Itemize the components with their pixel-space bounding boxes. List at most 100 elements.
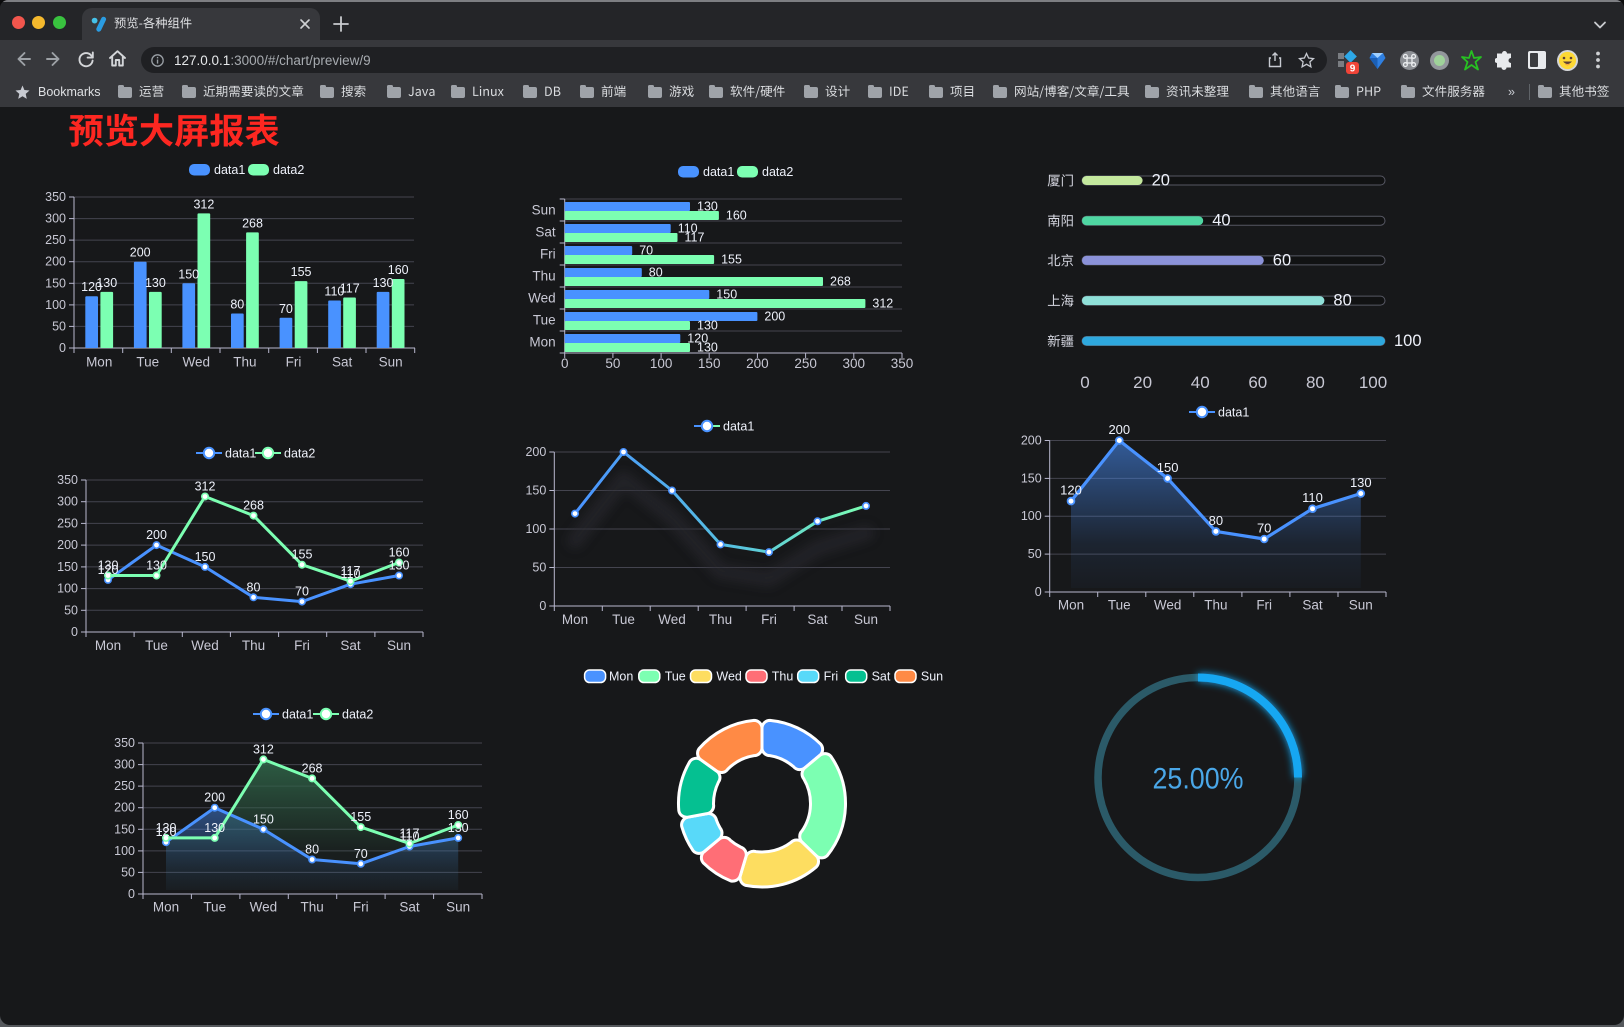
svg-text:80: 80: [1306, 373, 1325, 392]
svg-text:Sat: Sat: [399, 900, 420, 915]
svg-text:9: 9: [1350, 64, 1356, 75]
svg-text:data1: data1: [282, 708, 313, 722]
svg-text:Tue: Tue: [665, 670, 686, 684]
svg-text:Wed: Wed: [1154, 598, 1182, 613]
svg-text:50: 50: [1028, 547, 1042, 561]
svg-text:117: 117: [685, 231, 705, 245]
svg-text:Sun: Sun: [532, 203, 556, 218]
svg-text:300: 300: [114, 758, 135, 772]
svg-text:100: 100: [1021, 509, 1042, 523]
svg-text:150: 150: [114, 822, 135, 836]
svg-text:Fri: Fri: [1256, 598, 1272, 613]
svg-text:130: 130: [204, 821, 225, 835]
svg-text:data2: data2: [273, 163, 304, 177]
svg-text:data2: data2: [762, 165, 793, 179]
svg-text:80: 80: [305, 843, 319, 857]
svg-text:Thu: Thu: [772, 670, 794, 684]
svg-text:data1: data1: [703, 165, 734, 179]
svg-text:100: 100: [45, 298, 66, 312]
svg-text:268: 268: [302, 761, 323, 775]
svg-text:70: 70: [639, 244, 653, 258]
svg-text:312: 312: [193, 197, 214, 211]
svg-text:Sat: Sat: [535, 225, 556, 240]
svg-text:Fri: Fri: [286, 355, 302, 370]
svg-text:70: 70: [295, 585, 309, 599]
svg-text:160: 160: [389, 546, 410, 560]
svg-text:155: 155: [350, 810, 371, 824]
svg-text:Thu: Thu: [709, 612, 732, 627]
svg-text:Wed: Wed: [191, 638, 219, 653]
svg-text:70: 70: [279, 302, 293, 316]
svg-text:Sat: Sat: [332, 355, 353, 370]
svg-text:Mon: Mon: [1058, 598, 1084, 613]
svg-text:250: 250: [794, 356, 817, 371]
svg-text:Thu: Thu: [242, 638, 265, 653]
svg-text:155: 155: [292, 548, 313, 562]
svg-text:130: 130: [448, 821, 469, 835]
svg-text:117: 117: [400, 827, 420, 841]
svg-text:130: 130: [146, 559, 167, 573]
svg-text:155: 155: [291, 265, 312, 279]
svg-text:100: 100: [57, 582, 78, 596]
svg-text:Sat: Sat: [1302, 598, 1323, 613]
svg-text:250: 250: [45, 233, 66, 247]
svg-text:250: 250: [114, 779, 135, 793]
svg-text:20: 20: [1133, 373, 1152, 392]
svg-text:Wed: Wed: [528, 291, 556, 306]
svg-text:150: 150: [1021, 471, 1042, 485]
svg-text:150: 150: [525, 484, 546, 498]
svg-text:Fri: Fri: [353, 900, 369, 915]
svg-text:Mon: Mon: [609, 670, 633, 684]
svg-text:0: 0: [561, 356, 569, 371]
svg-text:60: 60: [1273, 251, 1291, 269]
svg-text:312: 312: [253, 742, 274, 756]
svg-text:40: 40: [1212, 212, 1230, 230]
svg-text:130: 130: [156, 821, 177, 835]
svg-text:Thu: Thu: [300, 900, 323, 915]
svg-text:80: 80: [1333, 292, 1351, 310]
svg-text:120: 120: [156, 825, 177, 839]
svg-text:250: 250: [57, 516, 78, 530]
svg-text:40: 40: [1191, 373, 1210, 392]
svg-text:data1: data1: [723, 420, 754, 434]
svg-text:50: 50: [64, 603, 78, 617]
svg-text:268: 268: [243, 499, 264, 513]
svg-text:Fri: Fri: [824, 670, 839, 684]
svg-text:117: 117: [341, 564, 361, 578]
svg-text:Tue: Tue: [136, 355, 159, 370]
svg-text:Wed: Wed: [658, 612, 686, 627]
svg-text:150: 150: [57, 560, 78, 574]
svg-text:Sun: Sun: [921, 670, 943, 684]
svg-text:Thu: Thu: [233, 355, 256, 370]
svg-text:data1: data1: [214, 163, 245, 177]
svg-text:50: 50: [605, 356, 620, 371]
svg-text:100: 100: [650, 356, 673, 371]
svg-text:Wed: Wed: [250, 900, 278, 915]
svg-text:Fri: Fri: [761, 612, 777, 627]
svg-text:Fri: Fri: [540, 247, 556, 262]
svg-text:data2: data2: [342, 708, 373, 722]
svg-text:0: 0: [59, 341, 66, 355]
svg-text:160: 160: [388, 263, 409, 277]
svg-text:350: 350: [57, 473, 78, 487]
svg-text:200: 200: [45, 255, 66, 269]
svg-text:Thu: Thu: [532, 269, 555, 284]
svg-text:Tue: Tue: [533, 313, 556, 328]
svg-text:300: 300: [57, 495, 78, 509]
svg-text:312: 312: [195, 480, 216, 494]
svg-text:100: 100: [1394, 332, 1422, 350]
svg-text:268: 268: [830, 275, 851, 289]
svg-text:data1: data1: [1218, 406, 1249, 420]
svg-text:80: 80: [649, 266, 663, 280]
svg-text:110: 110: [400, 830, 420, 844]
svg-text:Tue: Tue: [145, 638, 168, 653]
svg-text:150: 150: [178, 267, 199, 281]
svg-text:350: 350: [45, 190, 66, 204]
svg-text:200: 200: [114, 801, 135, 815]
svg-text:130: 130: [96, 276, 117, 290]
svg-text:data1: data1: [225, 447, 256, 461]
svg-text:80: 80: [247, 580, 261, 594]
svg-text:50: 50: [532, 561, 546, 575]
svg-text:Sun: Sun: [387, 638, 411, 653]
svg-text:200: 200: [204, 791, 225, 805]
